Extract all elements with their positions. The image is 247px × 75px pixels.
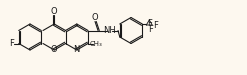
Text: NH: NH (103, 26, 115, 35)
Text: O: O (92, 13, 98, 22)
Text: CH₃: CH₃ (90, 40, 103, 46)
Text: F: F (148, 25, 153, 34)
Text: O: O (51, 7, 58, 16)
Text: F: F (153, 22, 158, 31)
Text: F: F (9, 39, 14, 48)
Text: N: N (74, 46, 80, 55)
Text: F: F (147, 19, 152, 28)
Text: O: O (51, 46, 58, 55)
